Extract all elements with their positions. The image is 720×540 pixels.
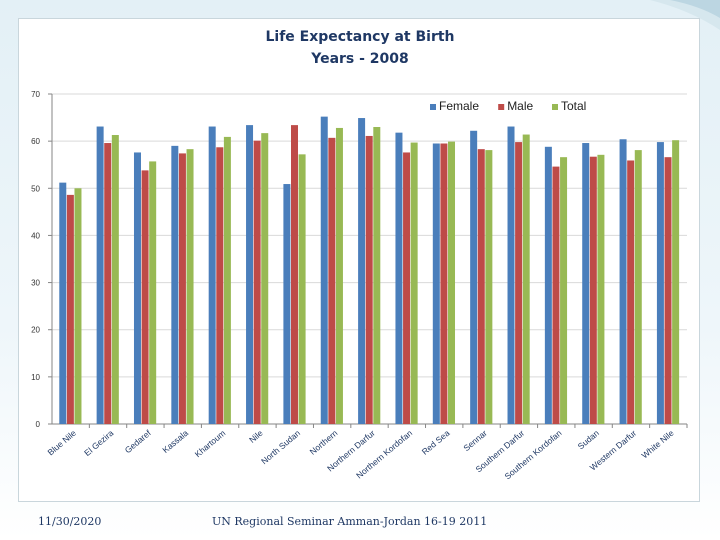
footer-seminar: UN Regional Seminar Amman-Jordan 16-19 2… bbox=[212, 515, 488, 528]
bar-total bbox=[373, 127, 381, 424]
x-category-label: Sudan bbox=[576, 428, 601, 452]
bar-female bbox=[582, 143, 590, 424]
bar-total bbox=[111, 135, 119, 424]
bar-male bbox=[515, 142, 523, 425]
y-tick-label: 20 bbox=[31, 326, 40, 335]
bar-male bbox=[664, 157, 672, 424]
bar-male bbox=[216, 147, 224, 424]
bar-female bbox=[656, 142, 664, 425]
x-category-label: White Nile bbox=[640, 428, 676, 461]
bar-male bbox=[589, 156, 597, 424]
chart-subtitle: Years - 2008 bbox=[311, 51, 409, 67]
bar-male bbox=[477, 149, 485, 424]
bar-total bbox=[672, 140, 680, 424]
bar-female bbox=[470, 130, 478, 424]
x-category-label: Khartoum bbox=[193, 428, 228, 459]
bar-total bbox=[410, 142, 418, 425]
bar-female bbox=[246, 125, 254, 424]
bar-total bbox=[186, 149, 194, 424]
bar-female bbox=[507, 126, 515, 425]
bar-male bbox=[403, 152, 411, 424]
chart-title: Life Expectancy at Birth bbox=[265, 29, 455, 45]
bar-male bbox=[290, 125, 298, 424]
bar-female bbox=[96, 126, 104, 425]
legend-label-total: Total bbox=[561, 99, 586, 113]
bar-total bbox=[298, 154, 306, 425]
bar-male bbox=[552, 166, 560, 424]
bar-female bbox=[395, 132, 403, 424]
x-category-label: Gedaref bbox=[123, 427, 153, 455]
x-category-label: El Gezira bbox=[82, 428, 115, 458]
bar-female bbox=[432, 143, 440, 424]
footer-date: 11/30/2020 bbox=[38, 515, 102, 528]
x-category-label: Blue Nile bbox=[45, 428, 78, 458]
bar-male bbox=[178, 153, 186, 424]
bar-female bbox=[283, 184, 291, 424]
bar-total bbox=[448, 141, 456, 424]
x-category-label: Northern bbox=[308, 428, 340, 457]
y-tick-label: 30 bbox=[31, 279, 40, 288]
legend-label-male: Male bbox=[507, 99, 533, 113]
bar-total bbox=[261, 133, 269, 424]
bar-total bbox=[522, 134, 530, 425]
y-tick-label: 70 bbox=[31, 90, 40, 99]
bar-female bbox=[59, 182, 67, 424]
legend-swatch-female bbox=[430, 104, 436, 110]
bar-male bbox=[104, 143, 112, 424]
bar-female bbox=[619, 139, 627, 424]
y-tick-label: 50 bbox=[31, 184, 40, 193]
x-category-label: Nile bbox=[247, 428, 265, 445]
bar-female bbox=[320, 116, 328, 424]
y-tick-label: 60 bbox=[31, 137, 40, 146]
bar-female bbox=[358, 118, 366, 425]
bar-total bbox=[634, 150, 642, 424]
legend-swatch-male bbox=[498, 104, 505, 110]
legend-swatch-total bbox=[552, 104, 558, 110]
bar-male bbox=[365, 135, 373, 424]
bar-male bbox=[627, 160, 635, 424]
x-category-label: North Sudan bbox=[259, 428, 302, 467]
bar-total bbox=[485, 150, 493, 424]
y-tick-label: 0 bbox=[36, 420, 41, 429]
bar-female bbox=[208, 126, 216, 425]
bar-total bbox=[560, 157, 568, 424]
y-tick-label: 40 bbox=[31, 231, 40, 240]
legend-label-female: Female bbox=[439, 99, 479, 113]
corner-decoration bbox=[650, 0, 720, 30]
bar-male bbox=[141, 170, 149, 424]
x-category-label: Kassala bbox=[160, 428, 190, 455]
bar-total bbox=[74, 188, 82, 424]
bar-total bbox=[149, 161, 157, 424]
bar-female bbox=[544, 146, 552, 425]
y-tick-label: 10 bbox=[31, 373, 40, 382]
bar-total bbox=[597, 154, 605, 425]
bar-male bbox=[440, 143, 448, 424]
x-category-label: Red Sea bbox=[420, 428, 452, 457]
bar-male bbox=[66, 194, 74, 424]
bar-male bbox=[328, 137, 336, 425]
bar-total bbox=[335, 127, 343, 424]
bar-female bbox=[171, 145, 179, 424]
bar-female bbox=[133, 152, 141, 424]
bar-total bbox=[223, 136, 231, 424]
x-category-label: Sennar bbox=[461, 428, 489, 453]
bar-male bbox=[253, 140, 261, 424]
